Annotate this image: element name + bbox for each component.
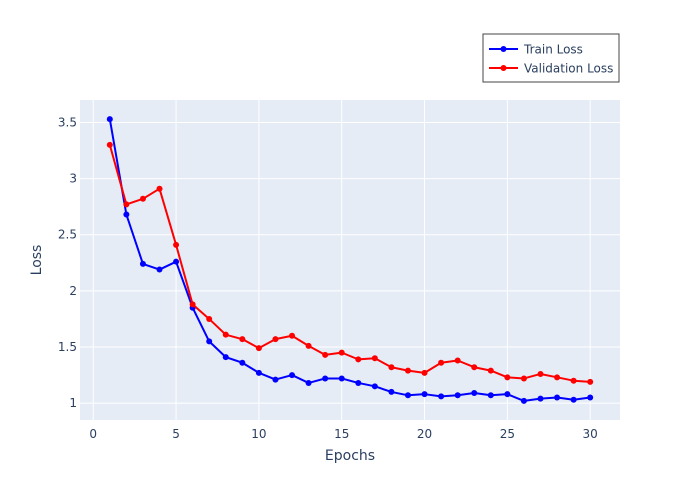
data-point-train-loss xyxy=(438,393,445,400)
data-point-validation-loss xyxy=(222,331,229,338)
data-point-train-loss xyxy=(554,394,561,401)
legend-label-train-loss: Train Loss xyxy=(523,43,583,57)
data-point-train-loss xyxy=(239,359,246,366)
series-layer xyxy=(106,116,594,404)
data-point-validation-loss xyxy=(305,342,312,349)
data-point-validation-loss xyxy=(388,364,395,371)
data-point-validation-loss xyxy=(239,336,246,343)
legend: Train Loss Validation Loss xyxy=(482,33,620,83)
data-point-validation-loss xyxy=(438,359,445,366)
data-point-validation-loss xyxy=(322,351,329,358)
data-point-validation-loss xyxy=(106,141,113,148)
data-point-train-loss xyxy=(587,394,594,401)
data-point-validation-loss xyxy=(537,370,544,377)
data-point-train-loss xyxy=(322,375,329,382)
x-tick-label: 15 xyxy=(334,427,349,441)
data-point-train-loss xyxy=(206,338,213,345)
data-point-train-loss xyxy=(570,396,577,403)
data-point-train-loss xyxy=(338,375,345,382)
data-point-train-loss xyxy=(487,392,494,399)
y-tick-label: 1 xyxy=(69,396,77,410)
legend-marker-train-loss xyxy=(500,46,507,52)
data-point-train-loss xyxy=(371,383,378,390)
plot-background xyxy=(80,100,620,420)
data-point-validation-loss xyxy=(454,357,461,364)
data-point-validation-loss xyxy=(123,201,130,208)
data-point-train-loss xyxy=(454,392,461,399)
data-point-train-loss xyxy=(106,116,113,123)
data-point-train-loss xyxy=(123,211,130,218)
data-point-validation-loss xyxy=(587,378,594,385)
data-point-train-loss xyxy=(255,369,262,376)
data-point-train-loss xyxy=(504,391,511,398)
data-point-validation-loss xyxy=(173,241,180,248)
data-point-train-loss xyxy=(289,372,296,379)
data-point-validation-loss xyxy=(471,364,478,371)
data-point-validation-loss xyxy=(487,367,494,374)
data-point-validation-loss xyxy=(255,345,262,352)
data-point-train-loss xyxy=(139,260,146,267)
x-tick-label: 25 xyxy=(500,427,515,441)
data-point-train-loss xyxy=(421,391,428,398)
y-axis-title: Loss xyxy=(29,245,45,276)
data-point-train-loss xyxy=(404,392,411,399)
data-point-train-loss xyxy=(355,379,362,386)
y-tick-label: 2.5 xyxy=(58,228,77,242)
x-tick-label: 0 xyxy=(89,427,97,441)
data-point-validation-loss xyxy=(355,356,362,363)
data-point-validation-loss xyxy=(206,315,213,322)
data-point-train-loss xyxy=(222,354,229,361)
data-point-validation-loss xyxy=(338,349,345,356)
x-tick-label: 30 xyxy=(583,427,598,441)
data-point-validation-loss xyxy=(554,374,561,381)
data-point-train-loss xyxy=(305,379,312,386)
data-point-train-loss xyxy=(471,390,478,397)
data-point-train-loss xyxy=(156,266,163,273)
data-point-validation-loss xyxy=(520,375,527,382)
data-point-validation-loss xyxy=(371,355,378,362)
data-point-validation-loss xyxy=(404,367,411,374)
y-tick-label: 2 xyxy=(69,284,77,298)
legend-marker-validation-loss xyxy=(500,65,507,71)
data-point-validation-loss xyxy=(504,374,511,381)
data-point-validation-loss xyxy=(272,336,279,343)
data-point-validation-loss xyxy=(570,377,577,384)
legend-box xyxy=(482,33,620,83)
y-tick-label: 3.5 xyxy=(58,115,77,129)
x-tick-label: 5 xyxy=(172,427,180,441)
data-point-validation-loss xyxy=(289,332,296,339)
data-point-train-loss xyxy=(388,388,395,395)
data-point-train-loss xyxy=(272,376,279,383)
data-point-validation-loss xyxy=(139,195,146,202)
data-point-train-loss xyxy=(537,395,544,402)
y-tick-label: 1.5 xyxy=(58,340,77,354)
legend-label-validation-loss: Validation Loss xyxy=(524,62,613,76)
x-axis-title: Epochs xyxy=(325,448,375,464)
data-point-train-loss xyxy=(520,397,527,404)
data-point-validation-loss xyxy=(189,301,196,308)
x-axis-ticks: 0 5 10 15 20 25 30 xyxy=(89,427,597,441)
data-point-validation-loss xyxy=(421,369,428,376)
data-point-validation-loss xyxy=(156,185,163,192)
data-point-train-loss xyxy=(173,258,180,265)
y-axis-ticks: 1 1.5 2 2.5 3 3.5 xyxy=(58,115,77,410)
y-tick-label: 3 xyxy=(69,172,77,186)
x-tick-label: 20 xyxy=(417,427,432,441)
x-tick-label: 10 xyxy=(251,427,266,441)
